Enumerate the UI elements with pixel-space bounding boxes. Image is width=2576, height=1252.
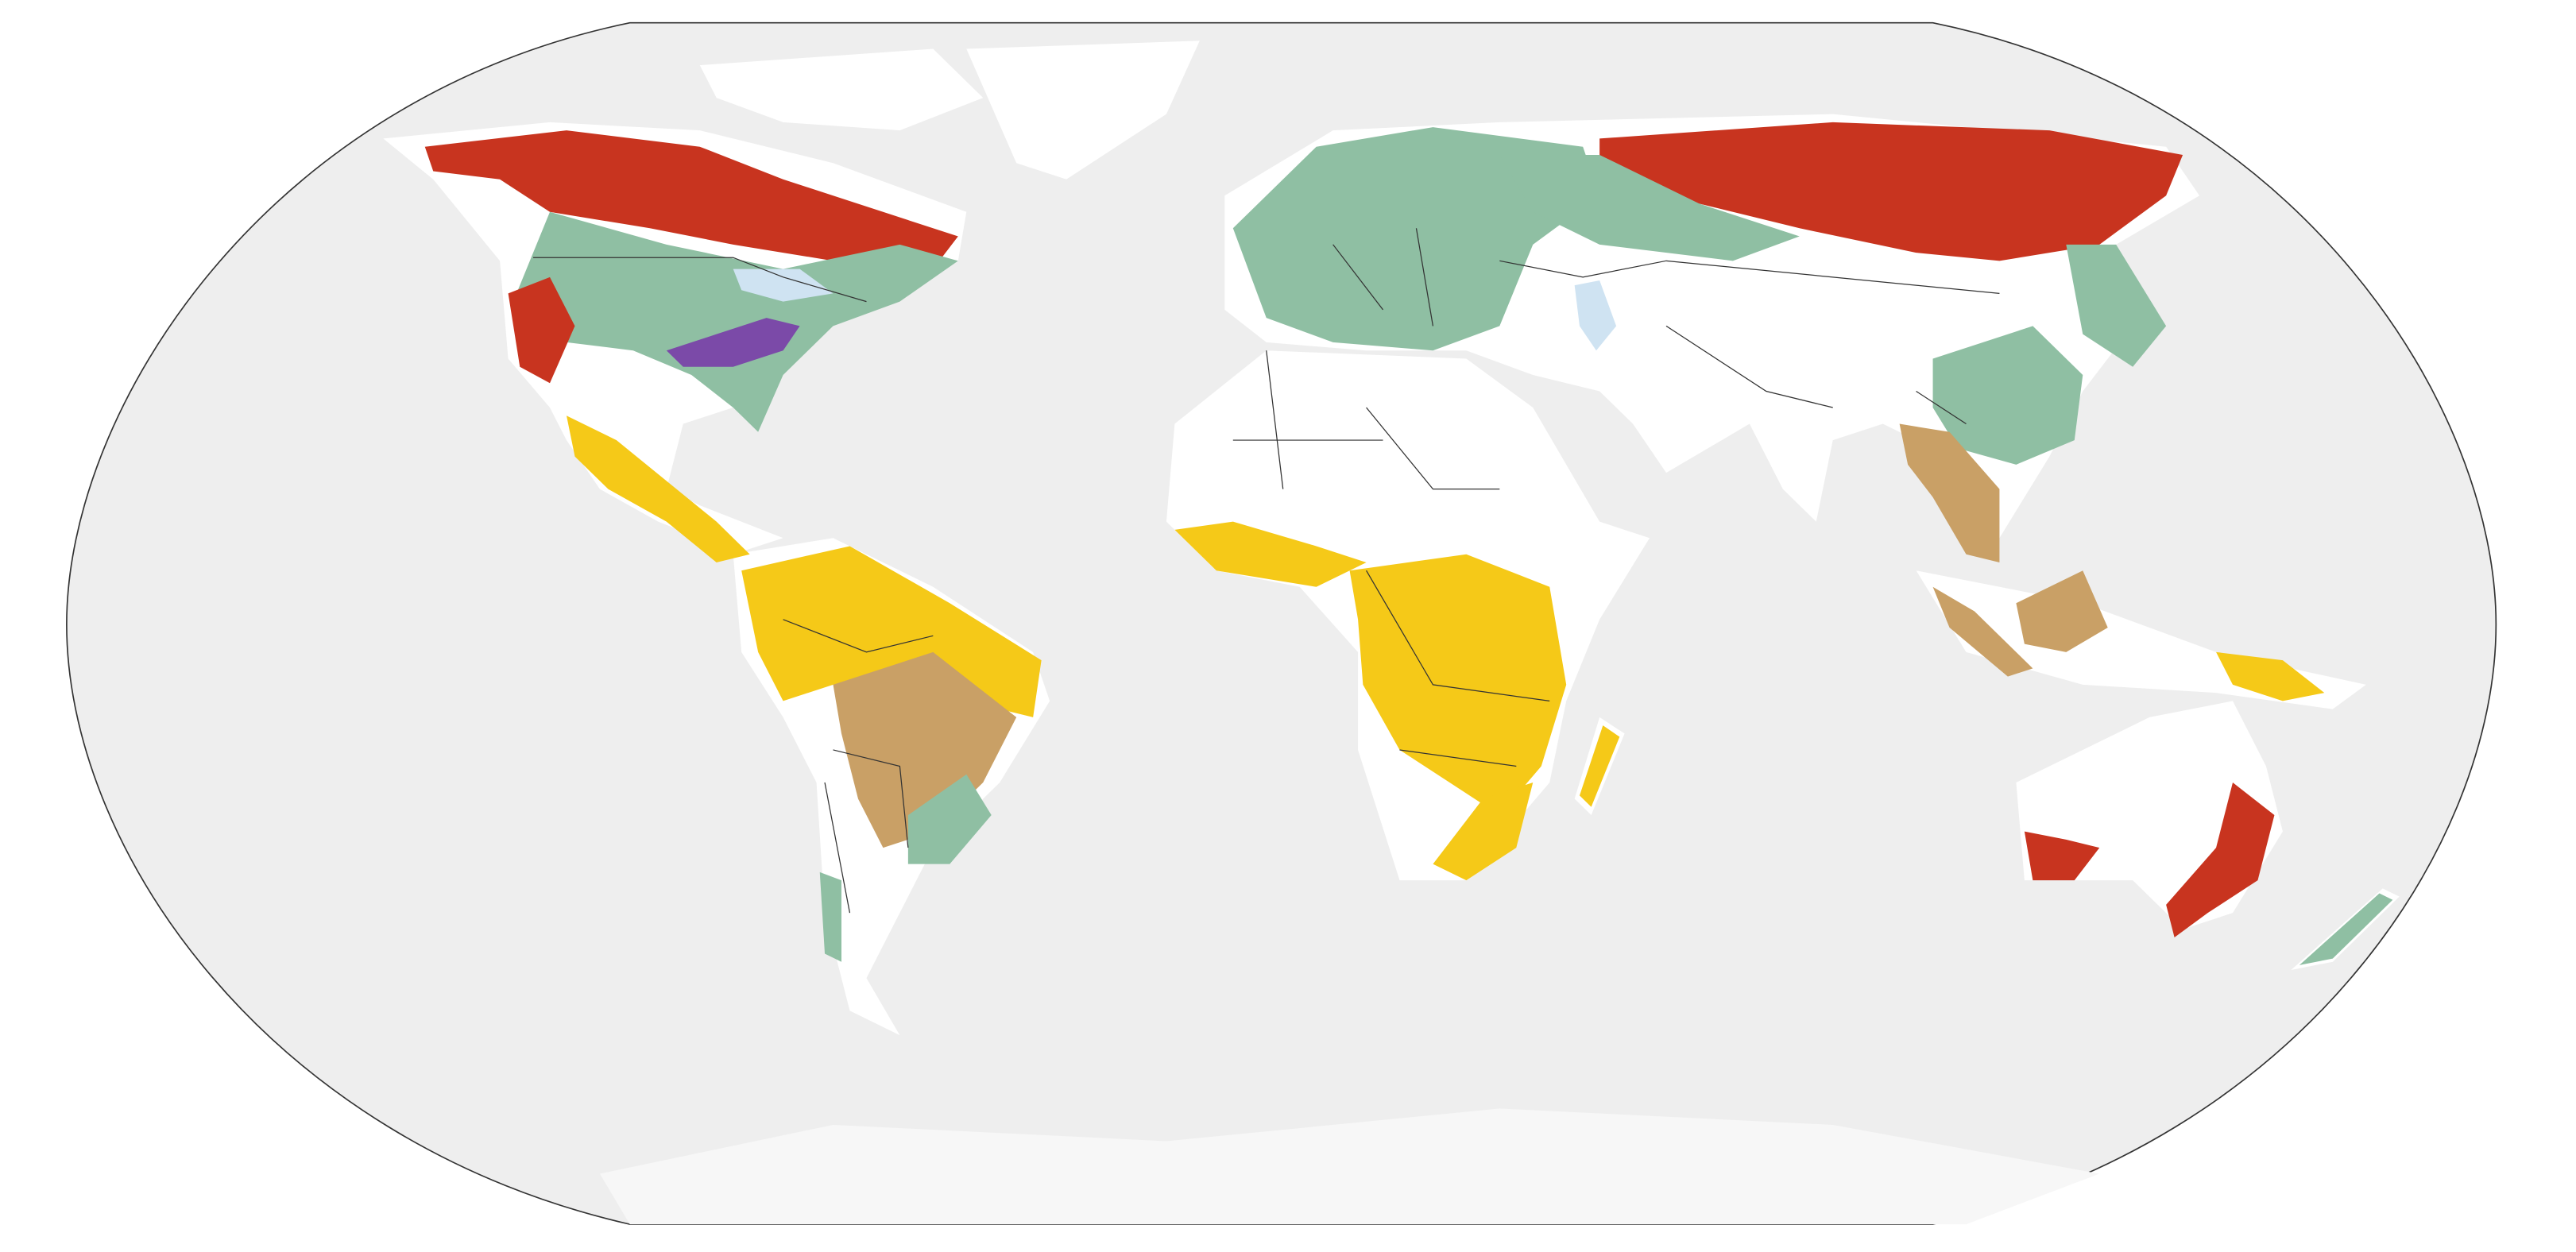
boreal-canada (424, 130, 958, 269)
siberia (1599, 122, 2183, 261)
forest-cover (424, 122, 2393, 965)
amazon (741, 546, 1042, 717)
europe-forest (1232, 127, 1600, 351)
antarctica (599, 1108, 2100, 1225)
borneo (2016, 570, 2108, 652)
new-guinea (2216, 651, 2325, 701)
west-africa (1174, 521, 1367, 587)
new-zealand-forest (2299, 893, 2393, 965)
temperate-north-america (516, 211, 958, 432)
great-lakes (733, 269, 834, 302)
chile-forest (819, 871, 841, 962)
borders (533, 228, 2000, 914)
southwest-australia (2024, 831, 2100, 881)
congo-basin (1349, 554, 1567, 816)
us-canada-border (533, 257, 867, 303)
central-siberia (1499, 154, 1800, 261)
madagascar-forest (1579, 725, 1620, 807)
caspian-sea (1574, 280, 1617, 351)
east-australia (2166, 782, 2275, 937)
western-us (508, 276, 575, 384)
southeast-asia (1899, 423, 2000, 562)
sumatra (1932, 586, 2033, 677)
arctic-islands (699, 48, 984, 131)
atlantic-forest (907, 774, 992, 864)
africa-borders (1232, 350, 1550, 767)
east-asia (1932, 326, 2083, 465)
central-america (566, 415, 750, 562)
southeast-us (666, 318, 800, 367)
russian-far-east (2066, 244, 2167, 367)
south-america-borders (783, 619, 934, 914)
lakes (733, 269, 1617, 351)
greenland (966, 41, 1200, 180)
cerrado (833, 651, 1017, 848)
southeast-africa (1433, 782, 1534, 881)
eurasia-borders (1332, 228, 2000, 425)
